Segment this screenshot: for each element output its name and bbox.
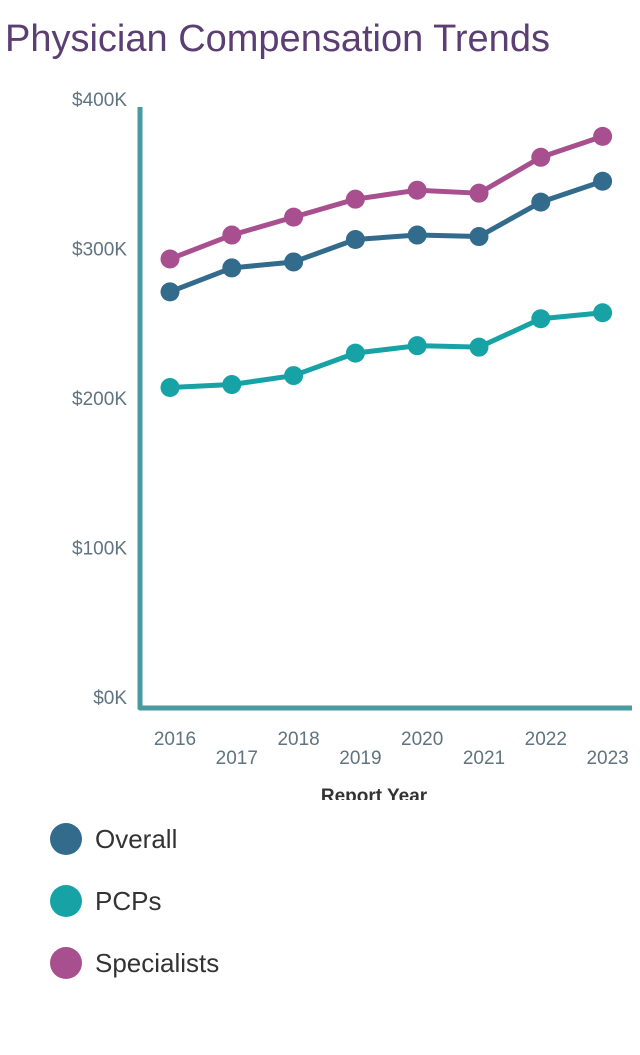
data-point-overall [345,230,365,250]
legend-item: Overall [50,808,219,870]
data-point-overall [222,258,242,278]
data-point-pcps [222,375,242,395]
legend-swatch [50,947,82,979]
data-point-overall [407,225,427,245]
x-tick-label: 2019 [339,748,381,769]
data-point-specialists [407,180,427,200]
data-point-specialists [531,147,551,167]
legend: Overall PCPs Specialists [50,808,219,994]
legend-swatch [50,823,82,855]
y-tick-label: $300K [72,240,127,261]
series-line-overall [169,178,604,295]
chart-title: Physician Compensation Trends [5,18,550,60]
x-axis-label: Report Year [321,786,428,800]
data-point-specialists [593,126,613,146]
data-point-pcps [345,343,365,363]
legend-label: Overall [95,823,178,854]
x-tick-label: 2020 [401,729,443,750]
data-point-overall [160,282,180,302]
data-point-specialists [222,225,242,245]
y-tick-label: $200K [72,389,127,410]
data-point-specialists [469,183,489,203]
data-point-specialists [345,189,365,209]
x-tick-label: 2017 [216,748,258,769]
series-line-pcps [169,310,603,391]
x-tick-label: 2018 [277,729,319,750]
line-chart: $0K $100K $200K $300K $400K 2016 2017 2018 2019 2… [72,90,632,800]
x-tick-label: 2021 [463,748,505,769]
axis-lines [137,107,632,711]
data-point-specialists [284,207,304,227]
data-point-pcps [469,337,489,357]
legend-label: Specialists [95,947,220,978]
legend-label: PCPs [95,885,162,916]
x-tick-label: 2022 [525,729,567,750]
data-point-overall [531,192,551,212]
data-point-specialists [160,249,180,269]
y-tick-label: $0K [93,688,127,709]
x-tick-label: 2023 [586,748,628,769]
legend-item: Specialists [50,932,219,994]
data-point-overall [593,171,613,191]
data-point-pcps [593,303,613,323]
data-point-pcps [160,378,180,398]
x-tick-label: 2016 [154,729,196,750]
data-point-pcps [531,309,551,329]
legend-item: PCPs [50,870,219,932]
data-point-overall [284,252,304,272]
data-point-pcps [407,336,427,356]
y-tick-label: $100K [72,539,127,560]
data-point-overall [469,227,489,247]
legend-swatch [50,885,82,917]
series-line-specialists [169,134,604,262]
y-tick-label: $400K [72,90,127,111]
data-point-pcps [284,366,304,386]
